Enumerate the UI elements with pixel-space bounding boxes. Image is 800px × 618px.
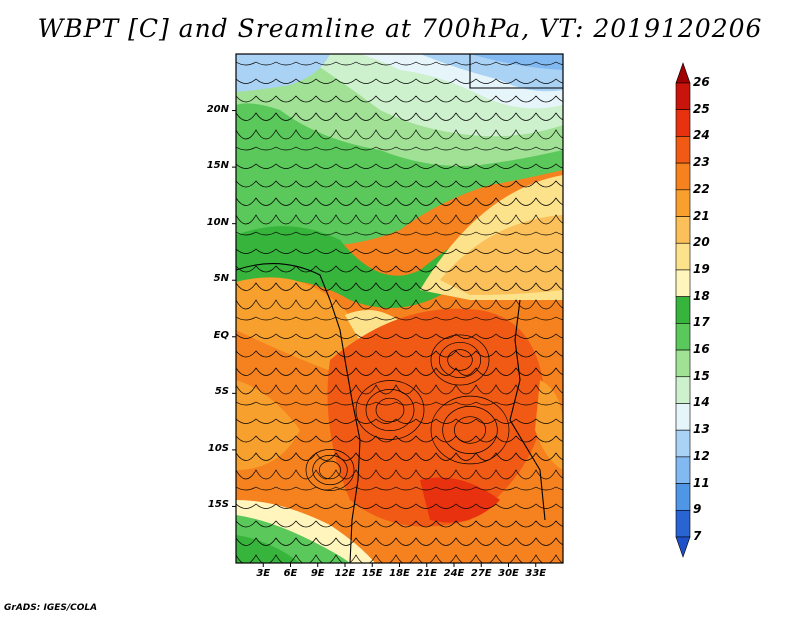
colorbar-segment bbox=[675, 456, 691, 484]
colorbar-level-label: 11 bbox=[693, 475, 710, 490]
colorbar-segment bbox=[675, 136, 691, 164]
lon-label: 6E bbox=[283, 568, 298, 579]
colorbar-segment bbox=[675, 483, 691, 511]
coastlines bbox=[236, 54, 563, 563]
colorbar-level-label: 15 bbox=[693, 368, 710, 383]
lon-label: 9E bbox=[310, 568, 325, 579]
colorbar-segment bbox=[675, 269, 691, 297]
colorbar-segment bbox=[675, 242, 691, 271]
colorbar-level-label: 25 bbox=[693, 101, 710, 116]
colorbar-level-label: 24 bbox=[693, 128, 710, 143]
lon-label: 27E bbox=[470, 568, 492, 579]
colorbar-level-label: 19 bbox=[693, 261, 710, 276]
colorbar-level-label: 21 bbox=[693, 208, 710, 223]
lat-label: 15N bbox=[206, 160, 229, 172]
colorbar bbox=[675, 62, 691, 558]
colorbar-level-label: 9 bbox=[693, 502, 702, 517]
colorbar-level-label: 22 bbox=[693, 181, 710, 196]
chart-title: WBPT [C] and Sreamline at 700hPa, VT: 20… bbox=[37, 14, 763, 43]
streamlines bbox=[236, 61, 563, 563]
lat-label: EQ bbox=[213, 329, 229, 341]
colorbar-segment bbox=[675, 162, 691, 191]
lon-label: 24E bbox=[443, 568, 465, 579]
colorbar-segment bbox=[675, 189, 691, 217]
colorbar-level-label: 13 bbox=[693, 422, 710, 437]
lon-label: 18E bbox=[389, 568, 410, 579]
lat-label: 10S bbox=[207, 442, 229, 454]
lat-label: 5N bbox=[213, 273, 229, 285]
wbpt-field bbox=[236, 54, 563, 563]
colorbar-segment bbox=[675, 429, 691, 458]
colorbar-segment bbox=[675, 296, 691, 324]
colorbar-level-label: 23 bbox=[693, 155, 710, 170]
colorbar-level-label: 14 bbox=[693, 395, 710, 410]
colorbar-segment bbox=[675, 403, 691, 431]
colorbar-level-label: 26 bbox=[693, 75, 710, 89]
colorbar-top-arrow bbox=[675, 62, 691, 84]
colorbar-level-label: 16 bbox=[693, 342, 710, 357]
colorbar-level-label: 7 bbox=[693, 529, 702, 543]
grads-credit: GrADS: IGES/COLA bbox=[4, 603, 98, 613]
lon-label: 15E bbox=[361, 568, 383, 579]
colorbar-level-label: 20 bbox=[693, 235, 710, 250]
lon-label: 21E bbox=[416, 568, 438, 579]
colorbar-segment bbox=[675, 376, 691, 404]
colorbar-segment bbox=[675, 323, 691, 351]
lat-label: 20N bbox=[206, 103, 229, 115]
lon-label: 30E bbox=[498, 568, 519, 579]
lon-label: 33E bbox=[525, 568, 547, 579]
colorbar-segment bbox=[675, 109, 691, 137]
colorbar-segment bbox=[675, 509, 691, 538]
colorbar-segment bbox=[675, 216, 691, 244]
lon-label: 3E bbox=[256, 568, 271, 579]
colorbar-level-label: 17 bbox=[693, 315, 710, 330]
lon-label: 12E bbox=[334, 568, 356, 579]
colorbar-segment bbox=[675, 82, 691, 111]
lat-label: 10N bbox=[206, 216, 229, 228]
colorbar-level-label: 12 bbox=[693, 448, 710, 463]
colorbar-bottom-arrow bbox=[675, 536, 691, 558]
colorbar-segment bbox=[675, 349, 691, 378]
colorbar-level-label: 18 bbox=[693, 288, 710, 303]
lat-label: 5S bbox=[214, 386, 229, 398]
lat-label: 15S bbox=[207, 499, 229, 511]
